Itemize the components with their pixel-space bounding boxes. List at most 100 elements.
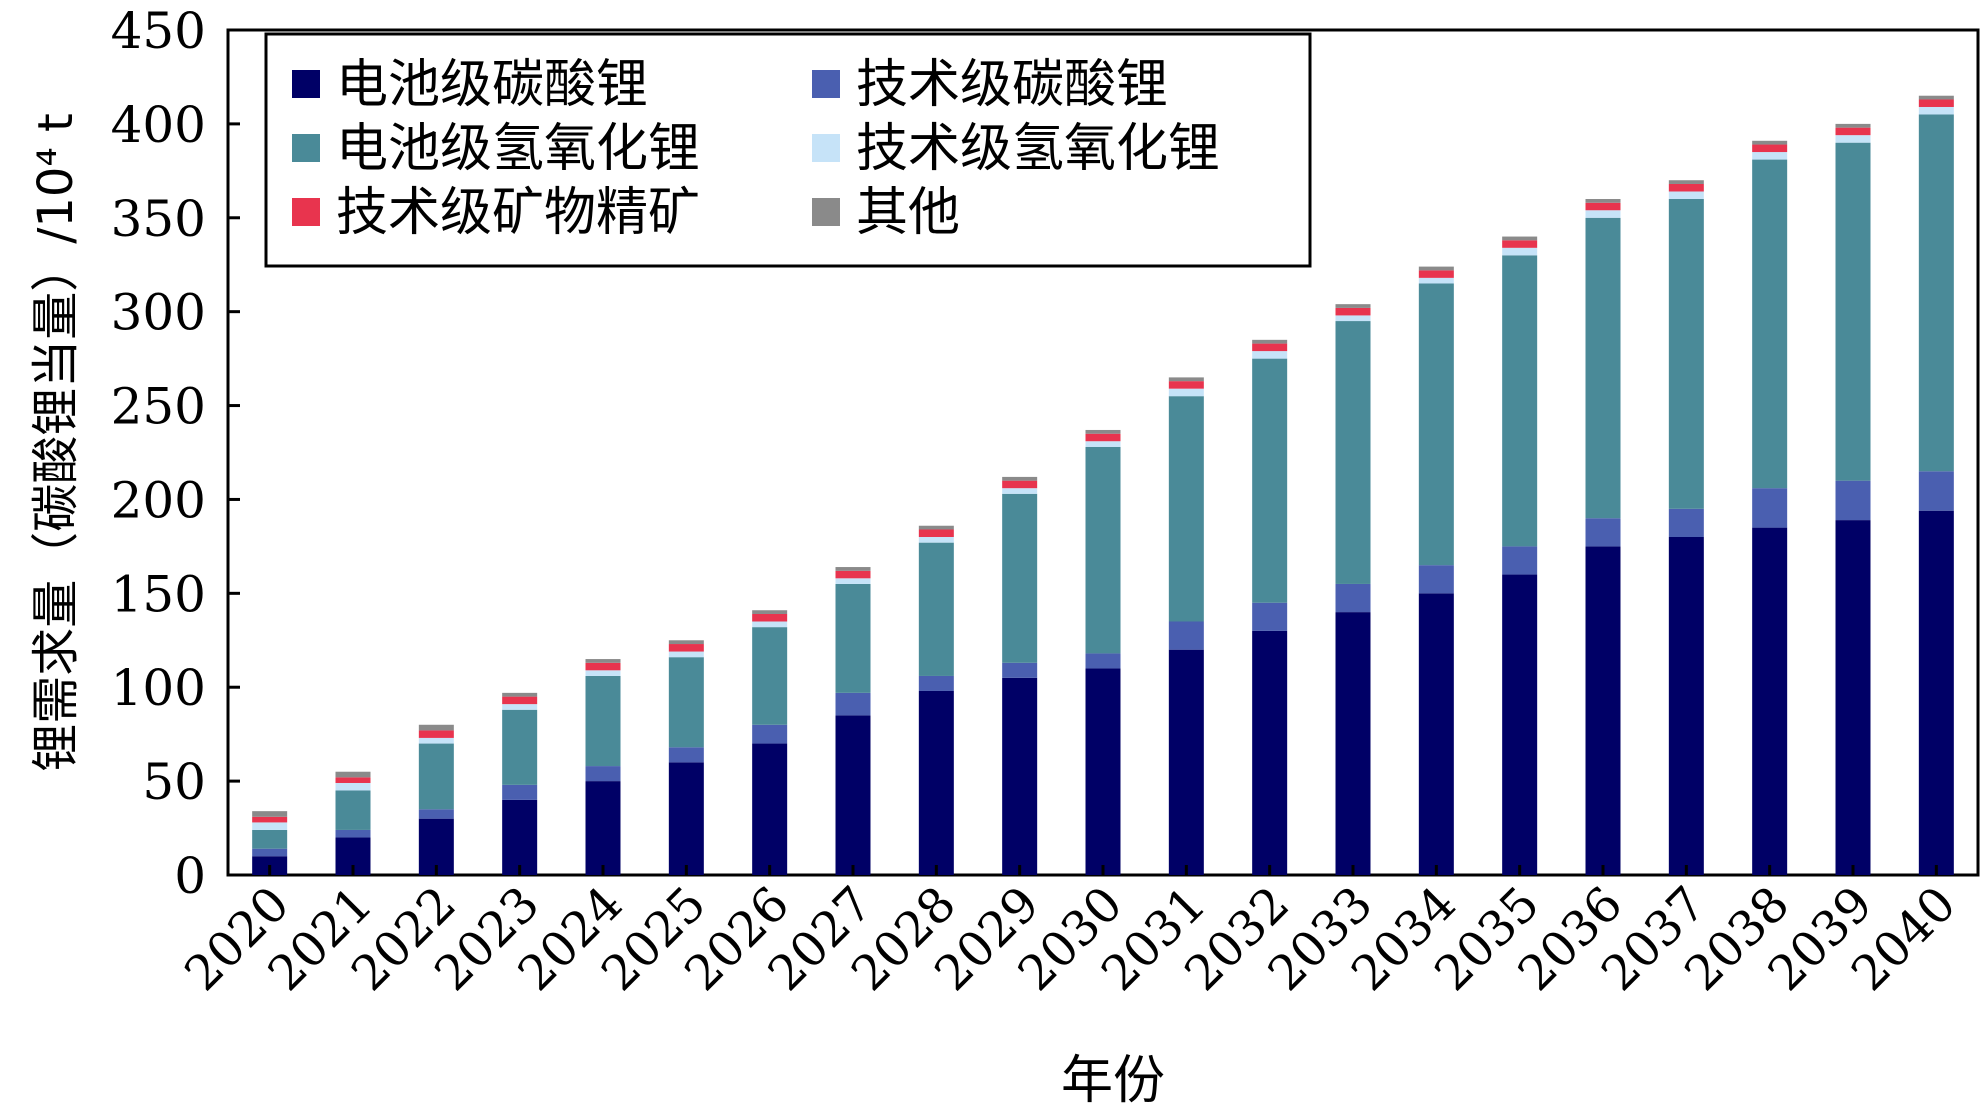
bar-segment (1585, 217, 1621, 519)
bar-segment (1335, 583, 1371, 613)
bar-segment (1168, 396, 1204, 622)
legend-label: 技术级氢氧化锂 (856, 119, 1220, 179)
bar-segment (418, 724, 454, 731)
bar-segment (335, 782, 371, 791)
bar-segment (752, 724, 788, 744)
bar-segment (752, 627, 788, 725)
bar-segment (1002, 488, 1038, 494)
bar-segment (1835, 135, 1871, 143)
bar-segment (1835, 480, 1871, 521)
bar-segment (1418, 266, 1454, 271)
bar-segment (502, 696, 538, 705)
bar-segment (1085, 429, 1121, 434)
bar-segment (1085, 653, 1121, 669)
bar-segment (1002, 480, 1038, 489)
bar-segment (1252, 602, 1288, 631)
bar-segment (1502, 255, 1538, 547)
bar-segment (335, 790, 371, 830)
bar-segment (1835, 142, 1871, 481)
bar-segment (1668, 183, 1704, 192)
bar-segment (1252, 351, 1288, 359)
bar-segment (502, 799, 538, 875)
bar-segment (1502, 574, 1538, 875)
bar-segment (668, 747, 704, 763)
bar-segment (1502, 236, 1538, 241)
bar-segment (1752, 488, 1788, 528)
bar-segment (918, 675, 954, 691)
bar-segment (1502, 240, 1538, 248)
legend-swatch (812, 134, 840, 162)
bar-segment (1752, 152, 1788, 160)
bar-segment (668, 644, 704, 652)
bar-segment (668, 657, 704, 748)
bar-segment (1335, 321, 1371, 584)
bar-segment (835, 567, 871, 571)
bar-segment (918, 542, 954, 676)
bar-segment (502, 704, 538, 710)
legend-swatch (292, 134, 320, 162)
bar-segment (1668, 191, 1704, 199)
y-tick-label: 50 (142, 753, 206, 811)
bar-segment (1168, 388, 1204, 397)
y-tick-label: 450 (111, 2, 206, 60)
bar-segment (1502, 546, 1538, 575)
bar-segment (585, 659, 621, 663)
legend-box (264, 32, 1312, 268)
bar-segment (1752, 159, 1788, 489)
bar-segment (1752, 140, 1788, 145)
legend-label: 电池级氢氧化锂 (336, 119, 700, 179)
y-tick-label: 0 (174, 847, 206, 905)
bar-segment (502, 709, 538, 785)
bar-segment (252, 848, 288, 857)
bar-segment (585, 766, 621, 782)
bar-segment (1085, 433, 1121, 442)
legend-swatch (812, 70, 840, 98)
y-axis-label: 锂需求量（碳酸锂当量）/10⁴ t (28, 113, 84, 772)
bar-segment (585, 781, 621, 875)
y-tick-label: 300 (111, 284, 206, 342)
bar-segment (252, 811, 288, 817)
bar-segment (1668, 537, 1704, 875)
y-tick-label: 100 (111, 659, 206, 717)
legend-label: 电池级碳酸锂 (336, 55, 648, 115)
bar-segment (1252, 358, 1288, 603)
bar-segment (1585, 202, 1621, 211)
bar-segment (835, 570, 871, 579)
bar-segment (1002, 476, 1038, 481)
y-tick-label: 200 (111, 471, 206, 529)
bar-segment (918, 690, 954, 875)
bar-segment (1835, 520, 1871, 875)
legend-swatch (292, 70, 320, 98)
bar-segment (1335, 612, 1371, 875)
bar-segment (1585, 546, 1621, 875)
bar-segment (752, 610, 788, 614)
bar-segment (835, 692, 871, 716)
bar-segment (1002, 677, 1038, 875)
bar-segment (1418, 565, 1454, 594)
bar-segment (1585, 210, 1621, 218)
bar-segment (1085, 446, 1121, 654)
bar-segment (418, 737, 454, 744)
bar-segment (668, 640, 704, 645)
bar-segment (1252, 343, 1288, 352)
y-tick-label: 250 (111, 378, 206, 436)
bar-segment (1418, 283, 1454, 566)
bar-segment (668, 762, 704, 875)
bar-segment (835, 578, 871, 584)
bar-segment (1835, 127, 1871, 136)
bar-segment (1418, 593, 1454, 875)
bar-segment (585, 675, 621, 767)
bar-segment (918, 529, 954, 537)
y-tick-label: 400 (111, 96, 206, 154)
bar-segment (252, 816, 288, 823)
bar-segment (1918, 95, 1954, 100)
bar-segment (1168, 381, 1204, 389)
bar-segment (1252, 630, 1288, 875)
bar-segment (1335, 315, 1371, 322)
bar-segment (1502, 247, 1538, 256)
bar-segment (1585, 199, 1621, 203)
bar-segment (418, 809, 454, 819)
y-tick-label: 150 (111, 565, 206, 623)
